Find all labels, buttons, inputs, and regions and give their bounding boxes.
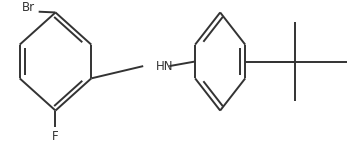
Text: F: F [52,130,59,143]
Text: HN: HN [156,60,173,73]
Text: Br: Br [22,1,35,14]
